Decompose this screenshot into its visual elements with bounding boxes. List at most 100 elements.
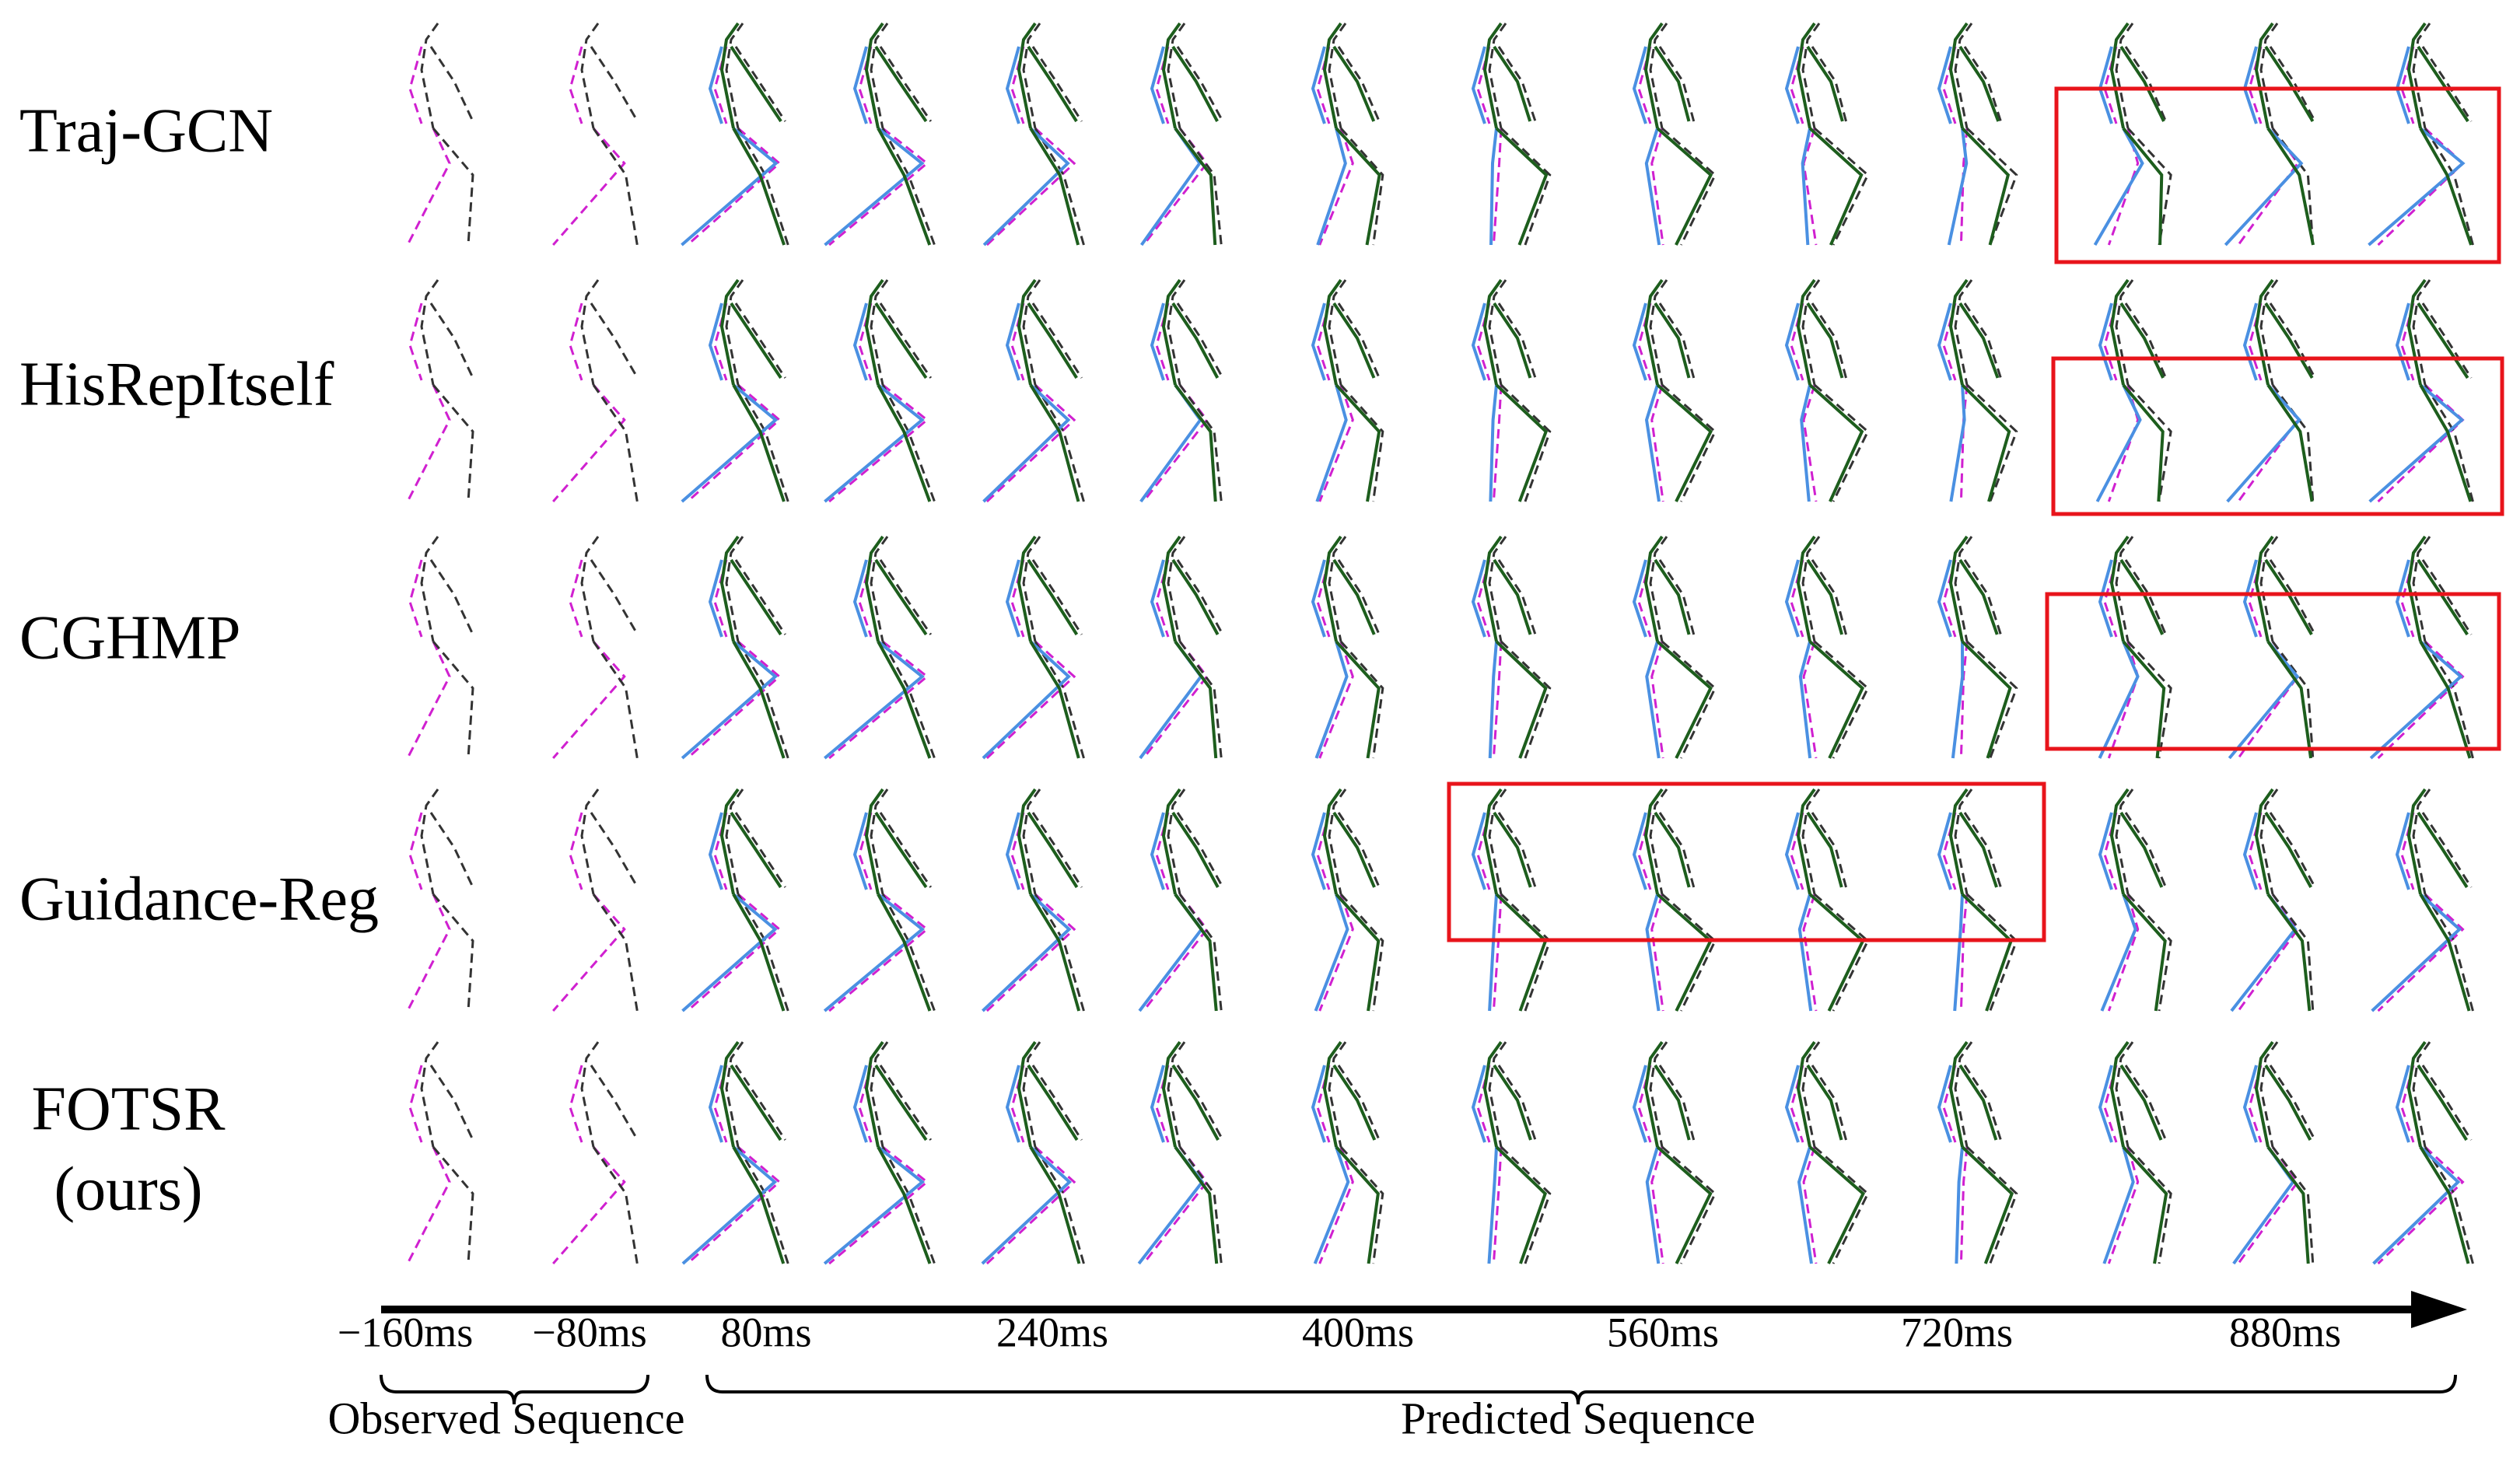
- skeleton-bone: [1316, 812, 1331, 890]
- skeleton-bone: [2264, 811, 2312, 888]
- skeleton-bone: [2107, 641, 2140, 759]
- skeleton-bone: [2109, 22, 2130, 129]
- skeleton-bone: [420, 788, 439, 895]
- skeleton-bone: [2237, 641, 2300, 759]
- skeleton-bone: [2406, 1040, 2427, 1148]
- skeleton-bone: [858, 1065, 873, 1143]
- skeleton-bone: [982, 640, 1071, 760]
- skeleton-bone: [2103, 46, 2118, 124]
- skeleton-bone: [852, 559, 868, 638]
- arrow-head: [2411, 1291, 2467, 1328]
- skeleton-bone: [1965, 640, 2018, 759]
- skeleton-bone: [1801, 788, 1821, 895]
- skeleton-bone: [1005, 302, 1020, 381]
- row-label: Guidance-Reg: [19, 865, 379, 933]
- skeleton-bone: [1029, 893, 1081, 1012]
- skeleton-bone: [1808, 127, 1864, 246]
- skeleton-bone: [2254, 278, 2274, 386]
- skeleton-bone: [2269, 302, 2316, 379]
- skeleton-bone: [1029, 640, 1080, 759]
- skeleton-bone: [713, 1065, 728, 1143]
- predicted-brace: [705, 1374, 2457, 1405]
- skeleton-bone: [737, 893, 789, 1012]
- skeleton-bone: [719, 22, 740, 129]
- skeleton-bone: [1017, 22, 1037, 129]
- time-label: −80ms: [532, 1309, 646, 1355]
- skeleton-bone: [1150, 46, 1165, 124]
- skeleton-bone: [708, 302, 723, 381]
- skeleton-bone: [1167, 279, 1186, 386]
- skeleton-bone: [2266, 127, 2315, 246]
- skeleton-bone: [1958, 302, 2000, 379]
- skeleton-bone: [1784, 1065, 1800, 1143]
- skeleton-bone: [1022, 788, 1041, 895]
- skeleton-bone: [708, 559, 723, 638]
- skeleton-bone: [2269, 1065, 2316, 1141]
- skeleton-bone: [1482, 788, 1503, 895]
- skeleton-bone: [1335, 127, 1381, 246]
- time-label: 240ms: [996, 1309, 1108, 1355]
- skeleton-bone: [1790, 812, 1804, 890]
- skeleton-bone: [1488, 641, 1498, 759]
- skeleton-bone: [2098, 1065, 2113, 1143]
- skeleton-bone: [828, 383, 929, 503]
- skeleton-bone: [1637, 812, 1652, 890]
- skeleton-bone: [1802, 384, 1818, 502]
- skeleton-bone: [2122, 383, 2165, 502]
- time-label: 400ms: [1302, 1309, 1414, 1355]
- skeleton-bone: [732, 128, 786, 246]
- skeleton-bone: [852, 46, 868, 124]
- skeleton-bone: [2115, 536, 2134, 642]
- skeleton-bone: [1178, 893, 1223, 1012]
- skeleton-bone: [2371, 893, 2462, 1012]
- skeleton-bone: [2424, 641, 2474, 759]
- skeleton-bone: [823, 1145, 926, 1265]
- skeleton-bone: [1492, 384, 1503, 502]
- skeleton-bone: [1017, 788, 1037, 895]
- skeleton-bone: [2119, 45, 2165, 122]
- skeleton-bone: [1332, 558, 1376, 635]
- skeleton-bone: [1948, 22, 1969, 129]
- skeleton-bone: [1942, 812, 1957, 890]
- skeleton-bone: [2100, 893, 2137, 1012]
- highlight-box: [1447, 781, 2046, 942]
- skeleton-bone: [2093, 128, 2144, 247]
- skeleton-bone: [1649, 1041, 1668, 1148]
- skeleton-bone: [1150, 559, 1165, 638]
- skeleton-bone: [1471, 559, 1486, 638]
- highlight-box: [2054, 86, 2501, 264]
- skeleton-bone: [2395, 46, 2410, 124]
- skeleton-bone: [1167, 23, 1186, 129]
- skeleton-bone: [2122, 127, 2164, 246]
- skeleton-bone: [2412, 23, 2431, 129]
- skeleton-bone: [1808, 640, 1865, 759]
- skeleton-bone: [2421, 302, 2473, 379]
- skeleton-bone: [2412, 788, 2431, 895]
- skeleton-bone: [1937, 46, 1952, 124]
- skeleton-bone: [1161, 788, 1181, 895]
- skeleton-bone: [730, 811, 782, 889]
- skeleton-bone: [592, 893, 639, 1012]
- skeleton-bone: [406, 384, 451, 502]
- skeleton-bone: [2266, 640, 2312, 759]
- skeleton-bone: [1322, 1040, 1342, 1148]
- skeleton-bone: [1471, 812, 1486, 890]
- skeleton-bone: [1500, 127, 1552, 246]
- skeleton-bone: [1495, 1145, 1548, 1264]
- skeleton-bone: [1178, 1146, 1223, 1264]
- skeleton-bone: [1332, 45, 1376, 122]
- skeleton-bone: [1937, 559, 1952, 638]
- skeleton-bone: [2248, 302, 2263, 381]
- skeleton-bone: [2107, 893, 2140, 1012]
- skeleton-bone: [1661, 383, 1717, 502]
- skeleton-bone: [1335, 1145, 1380, 1264]
- skeleton-bone: [2126, 127, 2172, 246]
- skeleton-bone: [1178, 384, 1223, 502]
- skeleton-bone: [1315, 384, 1348, 502]
- skeleton-bone: [1806, 302, 1844, 379]
- skeleton-bone: [2400, 302, 2415, 381]
- skeleton-bone: [2237, 128, 2300, 246]
- skeleton-bone: [1800, 384, 1811, 502]
- skeleton-bone: [2242, 812, 2258, 890]
- skeleton-bone: [1339, 383, 1384, 502]
